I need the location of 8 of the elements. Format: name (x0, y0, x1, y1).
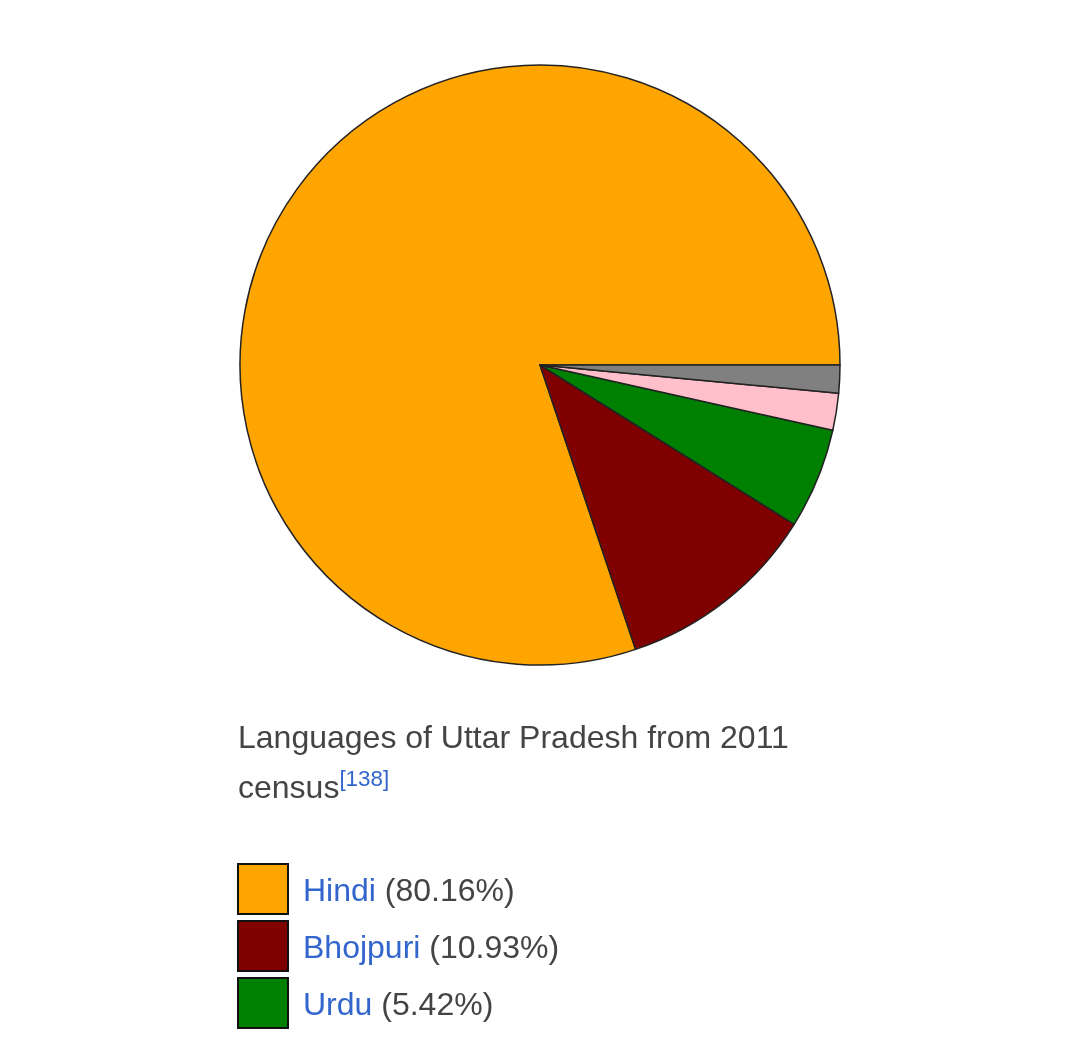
data-label: (10.93%) (420, 929, 560, 965)
legend-label: Hindi (303, 872, 376, 908)
text: Languages of Uttar Pradesh from 2011 census$^{[138]}$ (238, 719, 789, 805)
legend-label: Urdu (303, 986, 373, 1022)
data-label: (80.16%) (375, 872, 515, 908)
data-label: (5.42%) (372, 986, 494, 1022)
pie-slice (239, 64, 841, 666)
legend-label: Bhojpuri (303, 929, 421, 965)
